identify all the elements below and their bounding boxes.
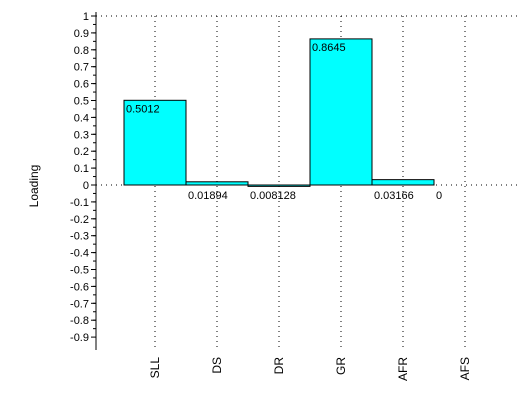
y-tick-label: -0.8 — [70, 315, 89, 327]
x-tick-label-sll: SLL — [148, 357, 162, 379]
y-tick-label: 0.5 — [74, 96, 89, 108]
y-tick-label: 0.6 — [74, 79, 89, 91]
data-label-sll: 0.5012 — [126, 103, 160, 115]
y-tick-label: 0.3 — [74, 129, 89, 141]
data-label-ds: 0.01894 — [188, 190, 228, 202]
y-tick-label: 0.7 — [74, 62, 89, 74]
y-tick-label: 0 — [83, 180, 89, 192]
y-tick-label: -0.4 — [70, 248, 89, 260]
y-tick-label: 0.1 — [74, 163, 89, 175]
data-label-afr: 0.03166 — [374, 190, 414, 202]
x-tick-labels: SLL DS DR GR AFR AFS — [148, 357, 472, 381]
y-tick-label: -0.5 — [70, 265, 89, 277]
y-tick-label: 0.8 — [74, 45, 89, 57]
y-tick-label: 0.9 — [74, 28, 89, 40]
data-labels: 0.5012 0.01894 0.008128 0.8645 0.03166 0 — [126, 42, 442, 202]
x-tick-label-afs: AFS — [458, 357, 472, 380]
bar-sll — [123, 99, 187, 186]
y-axis-label: Loading — [27, 165, 41, 208]
x-tick-label-ds: DS — [210, 357, 224, 374]
y-tick-label: -0.6 — [70, 281, 89, 293]
bar-afr — [371, 179, 435, 186]
data-label-dr: 0.008128 — [250, 190, 296, 202]
bars — [123, 38, 435, 187]
y-tick-label: 1 — [83, 11, 89, 23]
x-tick-label-gr: GR — [334, 357, 348, 375]
y-tick-label: -0.1 — [70, 197, 89, 209]
y-tick-label: 0.2 — [74, 146, 89, 158]
bar-dr — [247, 184, 311, 187]
bar-gr — [309, 38, 373, 186]
y-ticks: 1 0.9 0.8 0.7 0.6 0.5 0.4 0.3 0.2 0.1 0 -0.1 -0.2 -0.… — [70, 11, 96, 344]
y-tick-label: -0.7 — [70, 298, 89, 310]
data-label-gr: 0.8645 — [312, 42, 346, 54]
x-tick-label-afr: AFR — [396, 357, 410, 381]
y-tick-label: -0.2 — [70, 214, 89, 226]
y-tick-label: -0.9 — [70, 332, 89, 344]
x-tick-label-dr: DR — [272, 357, 286, 375]
data-label-afs: 0 — [436, 190, 442, 202]
bar-ds — [185, 181, 249, 186]
y-tick-label: -0.3 — [70, 231, 89, 243]
y-tick-label: 0.4 — [74, 112, 89, 124]
